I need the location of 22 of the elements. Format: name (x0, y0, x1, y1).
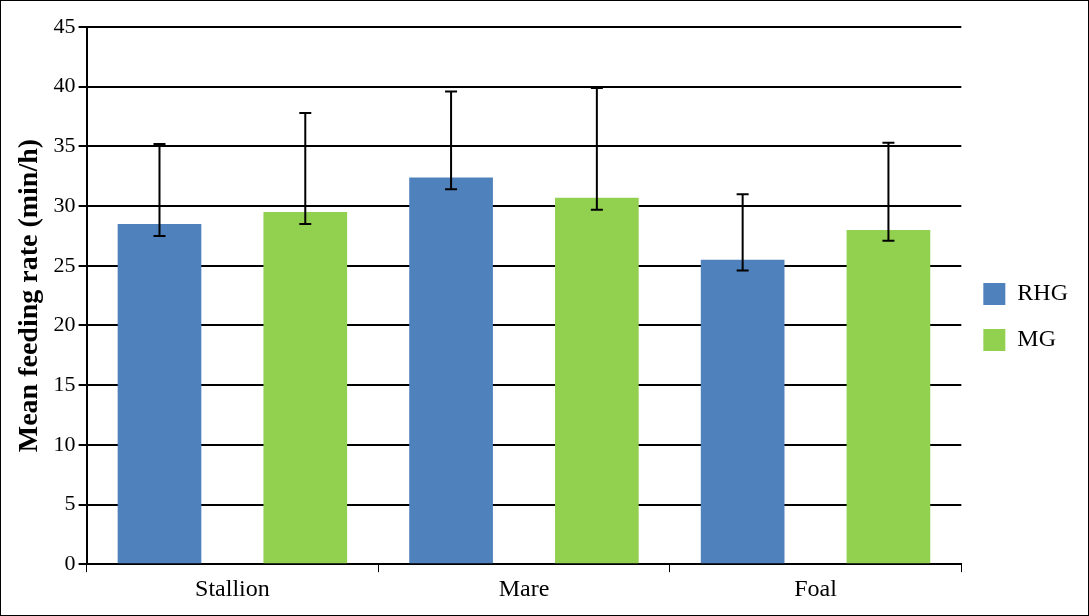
y-tick-label: 40 (53, 72, 76, 98)
bar (700, 259, 785, 564)
y-axis-title: Mean feeding rate (min/h) (12, 138, 44, 453)
x-tick-label: Stallion (195, 574, 270, 601)
y-tick-label: 10 (53, 430, 76, 456)
y-tick-label: 15 (53, 370, 76, 396)
y-tick-label: 25 (53, 251, 76, 277)
bar (846, 229, 931, 564)
y-tick-label: 0 (64, 549, 76, 575)
bar (409, 177, 493, 564)
y-tick-label: 20 (53, 311, 76, 337)
y-tick-label: 5 (64, 490, 76, 516)
y-tick-label: 45 (53, 12, 76, 38)
x-tick-label: Mare (498, 574, 550, 601)
y-tick-label: 30 (53, 191, 76, 217)
legend-label: MG (1017, 325, 1056, 352)
legend-label: RHG (1017, 279, 1068, 306)
bar (555, 197, 639, 564)
bar (117, 223, 202, 564)
bar (263, 212, 348, 564)
y-tick-label: 35 (53, 132, 76, 158)
x-tick-label: Foal (794, 574, 838, 601)
